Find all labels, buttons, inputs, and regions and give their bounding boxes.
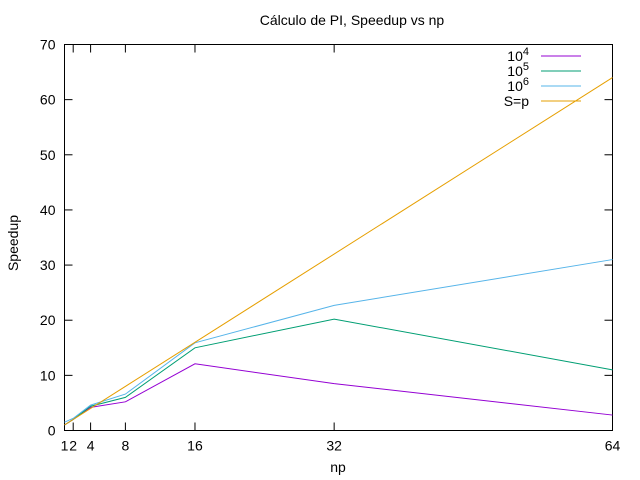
legend-label-base: 10 xyxy=(507,63,523,79)
x-tick-label: 4 xyxy=(87,438,95,454)
x-axis-ticks: 1 2 4 8 16 32 64 xyxy=(61,44,621,454)
series-line xyxy=(64,259,613,423)
y-tick-label: 50 xyxy=(40,147,56,163)
x-tick-label: 1 xyxy=(61,438,69,454)
legend-label: 105 xyxy=(507,61,529,79)
legend-entry: 104 xyxy=(507,46,581,64)
x-axis-label: np xyxy=(330,459,346,475)
legend-label: 106 xyxy=(507,76,529,94)
legend-label-base: 10 xyxy=(507,48,523,64)
y-tick-label: 20 xyxy=(40,312,56,328)
y-axis-ticks: 0 10 20 30 40 50 60 70 xyxy=(40,37,613,439)
legend-entry: 105 xyxy=(507,61,581,79)
chart-title: Cálculo de PI, Speedup vs np xyxy=(260,12,445,28)
y-tick-label: 70 xyxy=(40,37,56,53)
legend-label: S=p xyxy=(504,93,530,109)
x-tick-label: 2 xyxy=(69,438,77,454)
x-tick-label: 16 xyxy=(187,438,203,454)
legend-label: 104 xyxy=(507,46,529,64)
y-tick-label: 30 xyxy=(40,257,56,273)
legend-label-base: 10 xyxy=(507,78,523,94)
legend-entry: 106 xyxy=(507,76,581,94)
x-tick-label: 64 xyxy=(605,438,621,454)
y-axis-label: Speedup xyxy=(5,215,21,271)
x-tick-label: 8 xyxy=(121,438,129,454)
series-line xyxy=(64,318,613,426)
y-tick-label: 60 xyxy=(40,92,56,108)
legend-label-exponent: 5 xyxy=(523,61,529,73)
legend-entry: S=p xyxy=(504,93,581,109)
x-tick-label: 32 xyxy=(326,438,342,454)
y-tick-label: 0 xyxy=(48,423,56,439)
legend-label-exponent: 6 xyxy=(523,76,529,88)
series-layer xyxy=(64,77,613,426)
y-tick-label: 40 xyxy=(40,202,56,218)
legend-label-exponent: 4 xyxy=(523,46,529,58)
y-tick-label: 10 xyxy=(40,367,56,383)
series-line xyxy=(64,77,613,426)
plot-frame xyxy=(64,44,613,431)
